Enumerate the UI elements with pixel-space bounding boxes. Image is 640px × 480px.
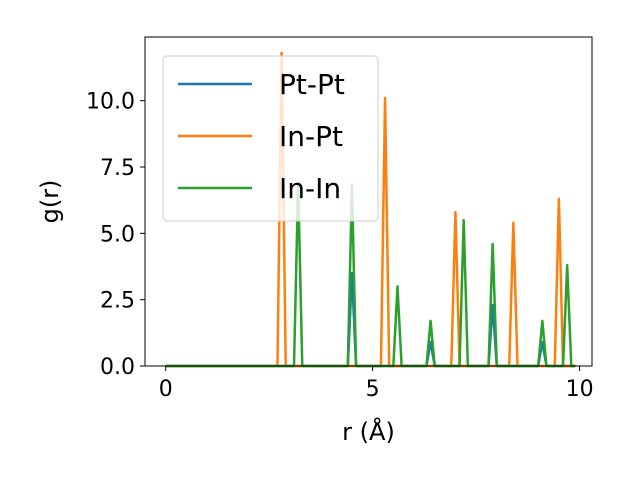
y-axis-label: g(r) <box>36 180 64 224</box>
series-line-in-pt <box>165 51 576 368</box>
legend: Pt-Pt In-Pt In-In <box>162 55 379 222</box>
y-tick-label: 7.5 <box>100 156 135 181</box>
axes-frame <box>144 36 593 367</box>
y-axis: 0.0 2.5 5.0 7.5 10.0 <box>86 90 145 380</box>
legend-label-in-pt: In-Pt <box>279 120 343 153</box>
legend-label-pt-pt: Pt-Pt <box>279 68 345 101</box>
legend-label-in-in: In-In <box>279 172 341 205</box>
y-tick-label: 5.0 <box>100 222 135 247</box>
x-tick-label: 10 <box>566 377 594 402</box>
x-axis: 0 5 10 <box>159 366 594 402</box>
plot-area <box>144 36 593 368</box>
y-tick-label: 2.5 <box>100 289 135 314</box>
x-axis-label: r (Å) <box>342 417 395 446</box>
x-tick-label: 0 <box>159 377 173 402</box>
y-tick-label: 10.0 <box>86 90 135 115</box>
x-tick-label: 5 <box>366 377 380 402</box>
legend-box <box>162 55 379 222</box>
y-tick-label: 0.0 <box>100 355 135 380</box>
